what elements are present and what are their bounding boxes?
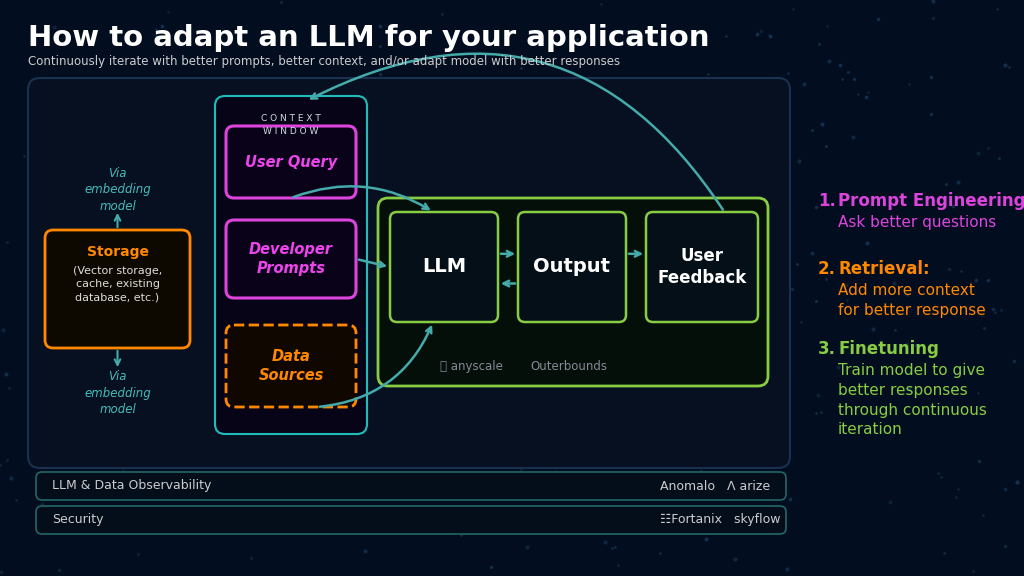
Text: ☷Fortanix   skyflow: ☷Fortanix skyflow [660,513,780,526]
Text: 2.: 2. [818,260,836,278]
Text: Prompt Engineering:: Prompt Engineering: [838,192,1024,210]
Text: Output: Output [534,257,610,276]
Text: C O N T E X T
W I N D O W: C O N T E X T W I N D O W [261,114,321,135]
Text: Ask better questions: Ask better questions [838,215,996,230]
Text: Train model to give
better responses
through continuous
iteration: Train model to give better responses thr… [838,363,987,437]
Text: Storage: Storage [86,245,148,259]
Text: Finetuning: Finetuning [838,340,939,358]
FancyBboxPatch shape [226,325,356,407]
Text: Developer
Prompts: Developer Prompts [249,242,333,276]
Text: Continuously iterate with better prompts, better context, and/or adapt model wit: Continuously iterate with better prompts… [28,55,621,69]
Text: Add more context
for better response: Add more context for better response [838,283,986,318]
Text: LLM & Data Observability: LLM & Data Observability [52,479,211,492]
Text: Outerbounds: Outerbounds [530,360,607,373]
FancyBboxPatch shape [518,212,626,322]
Text: Via
embedding
model: Via embedding model [84,167,151,213]
FancyBboxPatch shape [215,96,367,434]
FancyBboxPatch shape [390,212,498,322]
Text: Security: Security [52,513,103,526]
FancyBboxPatch shape [226,126,356,198]
FancyBboxPatch shape [45,230,190,348]
Text: Anomalo   Λ arize: Anomalo Λ arize [660,479,770,492]
FancyBboxPatch shape [36,472,786,500]
Text: User Query: User Query [245,154,337,169]
Text: Data
Sources: Data Sources [258,349,324,383]
Text: User
Feedback: User Feedback [657,247,746,287]
Text: 3.: 3. [818,340,836,358]
FancyBboxPatch shape [28,78,790,468]
Text: (Vector storage,
cache, existing
database, etc.): (Vector storage, cache, existing databas… [73,266,162,302]
FancyBboxPatch shape [378,198,768,386]
Text: LLM: LLM [422,257,466,276]
Text: Via
embedding
model: Via embedding model [84,370,151,416]
FancyBboxPatch shape [226,220,356,298]
Text: ⎕ anyscale: ⎕ anyscale [440,360,503,373]
FancyBboxPatch shape [36,506,786,534]
Text: Retrieval:: Retrieval: [838,260,930,278]
FancyBboxPatch shape [646,212,758,322]
Text: 1.: 1. [818,192,836,210]
Text: How to adapt an LLM for your application: How to adapt an LLM for your application [28,24,710,52]
